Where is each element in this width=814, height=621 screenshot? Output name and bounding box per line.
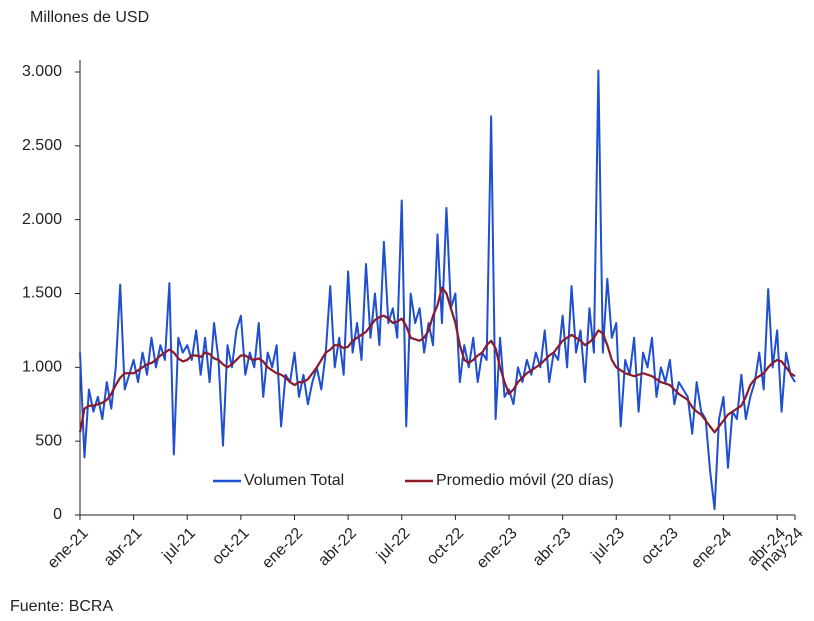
x-tick-label: oct-21 bbox=[209, 525, 253, 569]
x-tick-label: oct-22 bbox=[424, 525, 468, 569]
y-axis-label: Millones de USD bbox=[30, 9, 149, 26]
x-tick-label: abr-21 bbox=[101, 525, 146, 570]
x-tick-label: jul-21 bbox=[159, 525, 199, 565]
data-line bbox=[78, 286, 796, 434]
legend-label: Promedio móvil (20 días) bbox=[436, 472, 614, 489]
data-line bbox=[79, 69, 796, 511]
y-tick-label: 2.000 bbox=[22, 211, 62, 228]
legend: Volumen Total Promedio móvil (20 días) bbox=[210, 470, 652, 492]
x-tick-label: oct-23 bbox=[638, 525, 682, 569]
legend-label: Volumen Total bbox=[244, 472, 344, 489]
x-tick-label: ene-23 bbox=[474, 525, 521, 572]
y-tick-label: 1.000 bbox=[22, 359, 62, 376]
legend-bg bbox=[402, 470, 652, 492]
source-note: Fuente: BCRA bbox=[10, 598, 113, 615]
x-tick-label: ene-22 bbox=[259, 525, 306, 572]
x-tick-label: abr-23 bbox=[530, 525, 575, 570]
y-tick-label: 500 bbox=[35, 432, 62, 449]
x-tick-label: jul-23 bbox=[588, 525, 628, 565]
y-tick-label: 0 bbox=[53, 506, 62, 523]
x-tick-label: jul-22 bbox=[373, 525, 413, 565]
y-tick-label: 1.500 bbox=[22, 285, 62, 302]
x-tick-label: ene-21 bbox=[45, 525, 92, 572]
x-tick-label: abr-22 bbox=[315, 525, 360, 570]
x-tick-label: ene-24 bbox=[688, 525, 735, 572]
y-tick-label: 3.000 bbox=[22, 63, 62, 80]
legend-bg bbox=[210, 470, 370, 492]
y-tick-label: 2.500 bbox=[22, 137, 62, 154]
